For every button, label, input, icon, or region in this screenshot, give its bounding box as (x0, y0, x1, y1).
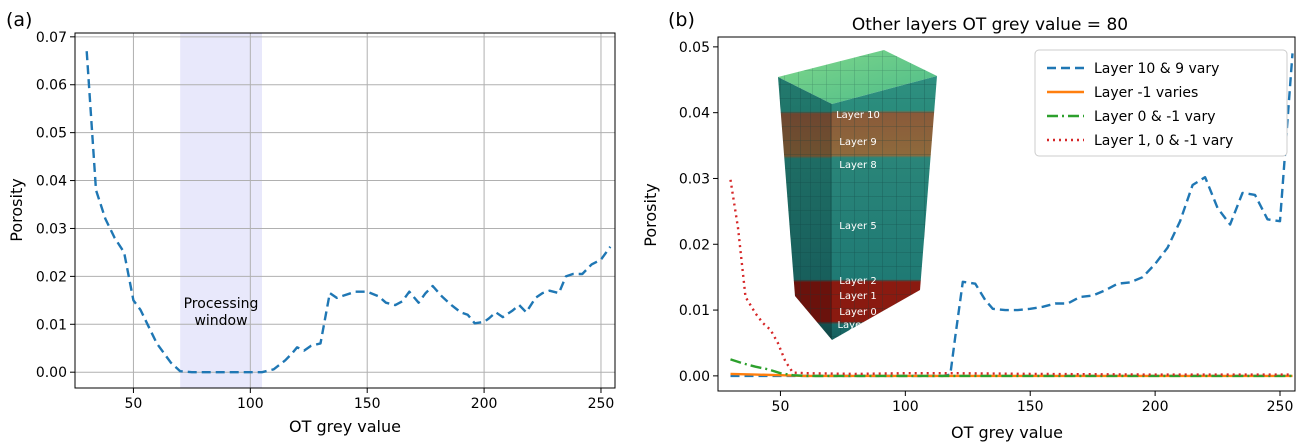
y-tick-label: 0.05 (36, 126, 67, 142)
y-tick-label: 0.03 (36, 221, 67, 237)
cube-layer-label: Layer 8 (839, 160, 876, 171)
x-tick-label: 250 (588, 396, 615, 412)
x-tick-label: 200 (1142, 399, 1169, 415)
x-tick-label: 100 (892, 399, 919, 415)
legend-entry-label: Layer -1 varies (1094, 85, 1198, 101)
legend-entry-label: Layer 1, 0 & -1 vary (1094, 133, 1233, 149)
panel-a-y-ticks: 0.00 0.01 0.02 0.03 0.04 0.05 0.06 0.07 (36, 30, 75, 381)
panel-b-y-axis-label: Porosity (641, 183, 660, 246)
panel-b-title: Other layers OT grey value = 80 (852, 15, 1128, 35)
panel-b-series (729, 53, 1294, 378)
y-tick-label: 0.01 (36, 317, 67, 333)
panel-a-label: (a) (6, 9, 32, 31)
y-tick-label: 0.06 (36, 78, 67, 94)
cube-side-face-grid (832, 76, 937, 340)
x-tick-label: 50 (772, 399, 790, 415)
y-tick-label: 0.02 (36, 269, 67, 285)
x-tick-label: 150 (1017, 399, 1044, 415)
panel-a-x-axis-label: OT grey value (289, 417, 401, 436)
cube-layer-label: Layer 9 (839, 137, 876, 148)
panel-a-x-ticks: 50 100 150 200 250 (125, 388, 615, 412)
y-tick-label: 0.03 (679, 171, 710, 187)
cube-layer-label: Layer 5 (839, 221, 876, 232)
x-tick-label: 250 (1267, 399, 1294, 415)
panel-a-grid (75, 33, 615, 388)
y-tick-label: 0.05 (679, 40, 710, 56)
series-line-1 (85, 51, 612, 374)
y-tick-label: 0.04 (679, 106, 710, 122)
x-tick-label: 50 (125, 396, 143, 412)
y-tick-label: 0.04 (36, 174, 67, 190)
panel-b-label: (b) (668, 9, 695, 31)
panel-b-plot-frame (717, 36, 1296, 392)
cube-front-face-grid (778, 77, 832, 340)
panel-a-series (85, 51, 612, 374)
series-line-4 (729, 179, 1293, 376)
cube-layer-label: Layer 10 (836, 110, 880, 121)
x-tick-label: 200 (471, 396, 498, 412)
x-tick-label: 100 (237, 396, 264, 412)
panel-a-plot-frame (74, 32, 616, 389)
panel-b-x-ticks: 50 100 150 200 250 (772, 391, 1294, 415)
y-tick-label: 0.00 (36, 365, 67, 381)
panel-b-y-ticks: 0.00 0.01 0.02 0.03 0.04 0.05 (679, 40, 718, 385)
legend-entry-label: Layer 0 & -1 vary (1094, 109, 1216, 125)
cube-layer-label: Layer 2 (839, 276, 876, 287)
cube-layer-label: Layer -1 (837, 320, 878, 331)
cube-layer-label: Layer 0 (839, 307, 876, 318)
panel-b-legend: Layer 10 & 9 vary Layer -1 varies Layer 0 … (1034, 49, 1288, 157)
legend-box (1034, 49, 1288, 157)
panel-b-chart: (b) Other layers OT grey value = 80 0.00… (641, 9, 1296, 442)
layered-cube-inset-image: Layer 10 Layer 9 Layer 8 Layer 5 Layer 2 Laye… (778, 50, 937, 340)
panel-a-shaded-region (180, 33, 263, 388)
cube-top-face-grid (778, 50, 937, 104)
cube-layer-label: Layer 1 (839, 291, 876, 302)
processing-window-label-line2: window (194, 313, 247, 329)
panel-a-y-axis-label: Porosity (7, 178, 26, 241)
series-line-3 (730, 358, 1293, 378)
y-tick-label: 0.02 (679, 237, 710, 253)
x-tick-label: 150 (354, 396, 381, 412)
legend-entry-label: Layer 10 & 9 vary (1094, 61, 1219, 77)
y-tick-label: 0.00 (679, 369, 710, 385)
panel-b-x-axis-label: OT grey value (951, 423, 1063, 442)
panel-a-chart: (a) 0.00 0.01 0.02 0.03 0.04 0.05 0.06 0.07 50 1… (6, 9, 616, 436)
y-tick-label: 0.01 (679, 303, 710, 319)
processing-window-label-line1: Processing (184, 296, 259, 312)
y-tick-label: 0.07 (36, 30, 67, 46)
